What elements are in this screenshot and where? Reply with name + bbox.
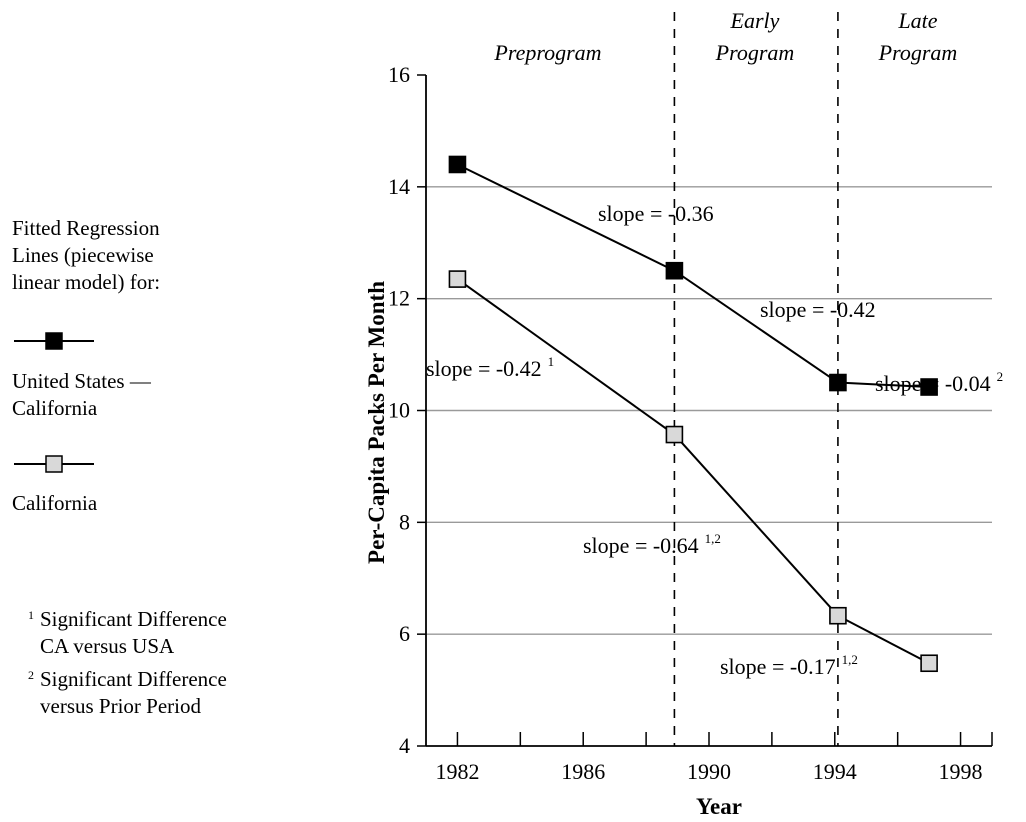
footnote-2: 2 Significant Difference versus Prior Pe… — [28, 666, 227, 720]
footnote-line: versus Prior Period — [40, 694, 201, 718]
slope-annotation: slope = -0.17 1,2 — [720, 652, 858, 679]
footnote-line: CA versus USA — [40, 634, 175, 658]
legend-title-line: Fitted Regression — [12, 216, 160, 240]
slope-annotation: slope = -0.42 1 — [426, 354, 554, 381]
y-tick-label: 14 — [388, 174, 410, 199]
x-tick-label: 1982 — [435, 759, 479, 784]
legend-title-line: Lines (piecewise — [12, 243, 154, 267]
y-tick-label: 8 — [399, 509, 410, 534]
legend-open-square-icon — [45, 455, 63, 473]
legend-ca-label: California — [12, 490, 97, 517]
period-label-late: Program — [878, 40, 958, 65]
period-label-late: Late — [897, 8, 937, 33]
slope-annotation: slope = -0.64 1,2 — [583, 531, 721, 558]
series-group — [448, 155, 938, 673]
data-point-marker — [448, 270, 467, 288]
period-label-early: Early — [730, 8, 780, 33]
y-tick-label: 10 — [388, 398, 410, 423]
slope-annotation: slope = -0.04 2 — [875, 369, 1003, 396]
slope-annotation: slope = -0.42 — [760, 297, 876, 322]
y-tick-label: 12 — [388, 286, 410, 311]
y-axis-title: Per-Capita Packs Per Month — [364, 281, 389, 564]
axes: 4 6 8 10 12 14 16 1982 1986 1990 1994 1998 — [388, 62, 993, 784]
grid-lines — [426, 186, 992, 635]
data-point-marker — [920, 654, 938, 673]
data-point-marker — [448, 155, 467, 174]
data-point-marker — [665, 425, 684, 444]
legend-ca-marker — [14, 455, 94, 473]
x-tick-label: 1994 — [813, 759, 857, 784]
data-point-marker — [829, 373, 847, 392]
data-point-marker — [920, 378, 938, 396]
legend-us-marker — [14, 332, 94, 350]
series-line-0 — [457, 163, 930, 389]
footnote-line: Significant Difference — [40, 667, 227, 691]
x-axis-title: Year — [696, 794, 742, 819]
footnote-mark: 2 — [28, 668, 34, 682]
footnote-mark: 1 — [28, 608, 34, 622]
footnote-line: Significant Difference — [40, 607, 227, 631]
slope-annotation: slope = -0.36 — [598, 201, 714, 226]
series-line-1 — [456, 278, 930, 665]
legend-ca-line: California — [12, 491, 98, 515]
legend-us-line: United States — — [12, 369, 151, 393]
period-boundaries — [673, 12, 839, 746]
footnote-1: 1 Significant Difference CA versus USA — [28, 606, 227, 660]
period-label-preprogram: Preprogram — [493, 40, 601, 65]
x-tick-label: 1986 — [561, 759, 605, 784]
data-point-marker — [829, 606, 847, 625]
period-label-early: Program — [715, 40, 795, 65]
data-point-marker — [665, 261, 684, 280]
legend-us-label: United States — California — [12, 368, 151, 422]
legend-us-line: California — [12, 396, 98, 420]
y-tick-label: 4 — [399, 733, 410, 758]
legend-filled-square-icon — [45, 332, 63, 350]
y-tick-label: 16 — [388, 62, 410, 87]
x-tick-label: 1998 — [939, 759, 983, 784]
legend-title-line: linear model) for: — [12, 270, 161, 294]
legend-title: Fitted Regression Lines (piecewise linea… — [12, 215, 160, 296]
x-tick-label: 1990 — [687, 759, 731, 784]
y-tick-label: 6 — [399, 621, 410, 646]
chart-labels: Year Per-Capita Packs Per Month Preprogram… — [364, 8, 1003, 819]
